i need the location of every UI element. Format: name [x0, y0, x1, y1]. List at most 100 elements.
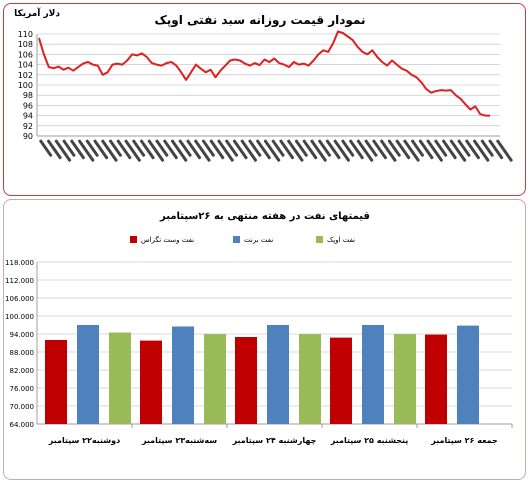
- x-tick-mark: [364, 139, 378, 157]
- x-tick-glyph: [256, 139, 271, 160]
- x-tick-glyph: [232, 139, 248, 160]
- x-tick-mark: [465, 139, 481, 160]
- x-tick-glyph: [449, 139, 467, 162]
- x-tick-glyph: [418, 139, 434, 160]
- x-tick-mark: [310, 139, 327, 162]
- bar-chart-panel: [3, 199, 526, 480]
- y-tick-label: 104: [18, 61, 33, 70]
- x-tick-mark: [356, 139, 374, 162]
- x-tick-glyph: [70, 139, 86, 160]
- x-tick-glyph: [62, 139, 76, 157]
- x-tick-mark: [294, 139, 308, 157]
- x-tick-glyph: [472, 139, 490, 162]
- x-tick-glyph: [225, 139, 239, 157]
- x-tick-mark: [124, 139, 141, 162]
- x-tick-glyph: [480, 139, 494, 157]
- y-tick-label: 94: [23, 112, 33, 121]
- line-chart-ylabel: دلار آمریکا: [14, 7, 60, 19]
- x-tick-glyph: [488, 139, 504, 160]
- x-tick-mark: [418, 139, 434, 160]
- x-tick-mark: [101, 139, 118, 162]
- x-tick-mark: [341, 139, 355, 157]
- x-tick-mark: [457, 139, 471, 157]
- x-tick-mark: [170, 139, 188, 162]
- line-chart-title: نمودار قیمت روزانه سبد نفتی اوپک: [155, 13, 366, 28]
- x-tick-mark: [54, 139, 72, 162]
- x-tick-glyph: [348, 139, 364, 160]
- x-tick-mark: [480, 139, 494, 157]
- x-tick-glyph: [302, 139, 318, 160]
- x-tick-glyph: [186, 139, 202, 160]
- x-tick-glyph: [46, 139, 62, 160]
- x-tick-mark: [217, 139, 234, 162]
- x-tick-glyph: [310, 139, 327, 162]
- x-tick-glyph: [147, 139, 165, 162]
- x-tick-glyph: [209, 139, 225, 160]
- x-tick-mark: [426, 139, 444, 162]
- x-tick-mark: [472, 139, 490, 162]
- x-tick-mark: [139, 139, 155, 160]
- x-tick-glyph: [341, 139, 355, 157]
- x-tick-mark: [449, 139, 467, 162]
- x-tick-mark: [163, 139, 178, 160]
- x-tick-mark: [62, 139, 76, 157]
- x-tick-mark: [496, 139, 513, 162]
- x-tick-mark: [225, 139, 239, 157]
- y-tick-label: 96: [23, 101, 33, 110]
- x-tick-mark: [387, 139, 401, 157]
- x-tick-glyph: [240, 139, 258, 162]
- x-tick-glyph: [139, 139, 155, 160]
- x-tick-mark: [256, 139, 271, 160]
- x-tick-mark: [155, 139, 169, 157]
- x-tick-mark: [39, 139, 53, 157]
- x-tick-glyph: [318, 139, 332, 157]
- y-tick-label: 100: [18, 81, 33, 90]
- x-tick-mark: [85, 139, 99, 157]
- x-tick-glyph: [85, 139, 99, 157]
- x-tick-glyph: [93, 139, 109, 160]
- y-tick-label: 108: [18, 40, 33, 49]
- x-tick-glyph: [194, 139, 211, 162]
- x-tick-mark: [147, 139, 165, 162]
- x-tick-glyph: [496, 139, 513, 162]
- x-tick-mark: [70, 139, 86, 160]
- x-tick-glyph: [333, 139, 351, 162]
- x-tick-mark: [488, 139, 504, 160]
- x-tick-glyph: [294, 139, 308, 157]
- x-tick-glyph: [356, 139, 374, 162]
- x-tick-mark: [287, 139, 304, 162]
- x-tick-glyph: [77, 139, 95, 162]
- x-tick-mark: [194, 139, 211, 162]
- x-tick-mark: [279, 139, 295, 160]
- line-chart-panel: [3, 3, 526, 196]
- x-tick-glyph: [457, 139, 471, 157]
- x-tick-glyph: [263, 139, 281, 162]
- x-tick-mark: [441, 139, 457, 160]
- y-tick-label: 90: [23, 132, 33, 141]
- x-tick-glyph: [364, 139, 378, 157]
- series-line: [38, 30, 490, 117]
- x-tick-glyph: [54, 139, 72, 162]
- x-tick-mark: [186, 139, 202, 160]
- x-tick-mark: [248, 139, 262, 157]
- x-tick-mark: [77, 139, 95, 162]
- x-tick-mark: [372, 139, 388, 160]
- x-tick-glyph: [124, 139, 141, 162]
- x-tick-mark: [263, 139, 281, 162]
- x-tick-mark: [395, 139, 411, 160]
- x-tick-mark: [108, 139, 123, 157]
- x-tick-glyph: [108, 139, 123, 157]
- x-tick-mark: [232, 139, 248, 160]
- x-tick-mark: [325, 139, 341, 160]
- x-tick-glyph: [39, 139, 53, 157]
- x-tick-glyph: [410, 139, 425, 157]
- x-tick-glyph: [170, 139, 188, 162]
- x-tick-mark: [116, 139, 132, 160]
- x-tick-glyph: [178, 139, 192, 157]
- x-tick-glyph: [201, 139, 215, 157]
- x-tick-glyph: [116, 139, 132, 160]
- line-chart: نمودار قیمت روزانه سبد نفتی اوپک دلار آم…: [14, 7, 513, 162]
- x-tick-mark: [132, 139, 146, 157]
- x-tick-glyph: [395, 139, 411, 160]
- x-tick-mark: [46, 139, 62, 160]
